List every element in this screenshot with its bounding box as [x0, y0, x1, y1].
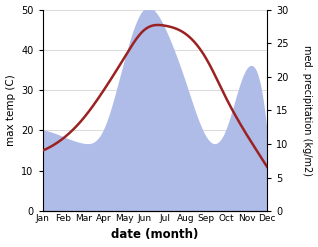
Y-axis label: med. precipitation (kg/m2): med. precipitation (kg/m2) [302, 45, 313, 176]
X-axis label: date (month): date (month) [111, 228, 198, 242]
Y-axis label: max temp (C): max temp (C) [5, 74, 16, 146]
